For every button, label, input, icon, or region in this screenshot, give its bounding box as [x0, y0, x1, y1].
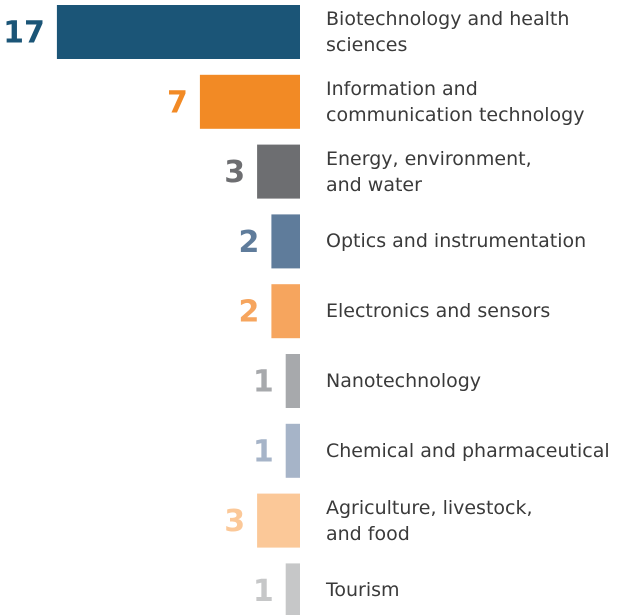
category-label: Electronics and sensors — [326, 300, 551, 323]
category-label: Energy, environment, and water — [326, 147, 532, 196]
bar — [271, 214, 300, 269]
bar — [257, 144, 300, 199]
category-label: Agriculture, livestock, and food — [326, 496, 533, 545]
category-label: Nanotechnology — [326, 370, 482, 392]
category-label: Chemical and pharmaceutical — [326, 439, 610, 462]
value-label: 17 — [3, 16, 45, 51]
value-label: 3 — [224, 504, 245, 539]
value-label: 2 — [239, 295, 260, 330]
bar — [257, 493, 300, 548]
bar — [285, 423, 300, 478]
bar — [285, 563, 300, 615]
value-label: 2 — [239, 225, 260, 260]
category-label: Optics and instrumentation — [326, 230, 587, 253]
category-label: Tourism — [326, 579, 400, 602]
value-label: 1 — [253, 365, 274, 400]
category-label: Biotechnology and health sciences — [326, 8, 570, 56]
bar — [56, 5, 301, 59]
category-label: Information and communication technology — [326, 77, 585, 126]
bar — [271, 284, 300, 339]
value-label: 1 — [253, 434, 274, 469]
bar — [285, 354, 300, 408]
bar — [199, 74, 300, 129]
value-label: 1 — [253, 574, 274, 609]
value-label: 3 — [224, 155, 245, 190]
value-label: 7 — [167, 85, 188, 120]
